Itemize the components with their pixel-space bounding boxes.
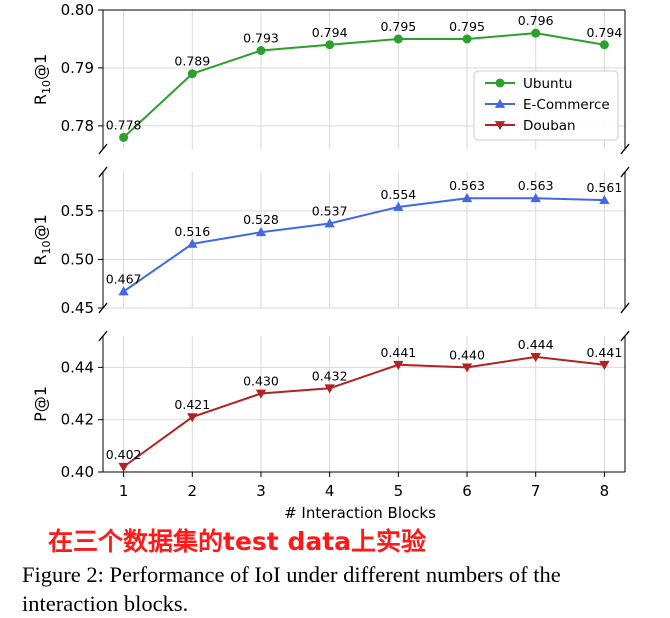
figure-caption: Figure 2: Performance of IoI under diffe… xyxy=(22,562,561,616)
x-tick-label: 7 xyxy=(531,482,541,500)
data-label: 0.795 xyxy=(380,19,416,34)
annotation-note: 在三个数据集的test data上实验 xyxy=(48,527,427,556)
data-point xyxy=(462,34,472,44)
series-line-ubuntu xyxy=(122,32,605,139)
legend-marker xyxy=(494,98,506,108)
data-point xyxy=(187,238,198,248)
chart: 0.78 0.79 0.80 R10@1 0.778 0.789 0.793 0.794 0.7… xyxy=(31,1,630,520)
axis-break-mark xyxy=(98,330,108,342)
data-point xyxy=(118,286,129,296)
y-axis-label: P@1 xyxy=(31,386,50,422)
data-point xyxy=(187,69,197,79)
data-point xyxy=(393,360,404,370)
data-point xyxy=(599,40,609,50)
legend-entry: Douban xyxy=(523,118,576,134)
y-tick-label: 0.40 xyxy=(61,463,94,481)
data-point xyxy=(599,194,610,205)
axis-break-mark xyxy=(98,166,108,178)
y-tick-label: 0.42 xyxy=(61,411,94,429)
data-label: 0.537 xyxy=(312,203,348,218)
legend: Ubuntu E-Commerce Douban xyxy=(473,70,619,141)
data-point xyxy=(325,40,335,50)
data-label: 0.444 xyxy=(518,337,554,352)
data-point xyxy=(255,227,267,237)
data-label: 0.794 xyxy=(312,25,348,40)
y-tick-label: 0.55 xyxy=(61,202,94,220)
axis-break-mark xyxy=(620,330,630,342)
x-tick-label: 5 xyxy=(394,482,404,500)
x-tick-label: 1 xyxy=(119,482,129,500)
y-tick-label: 0.78 xyxy=(61,117,94,135)
series-line-e-commerce xyxy=(123,197,605,293)
panel-2: 0.45 0.50 0.55 R10@1 0.467 0.516 0.528 0.537 0.5… xyxy=(31,166,630,317)
data-label: 0.430 xyxy=(243,374,279,389)
axis-break-mark xyxy=(620,143,630,155)
data-point xyxy=(118,462,129,472)
data-point xyxy=(324,218,335,228)
data-label: 0.528 xyxy=(243,212,279,227)
x-tick-label: 2 xyxy=(188,482,198,500)
y-tick-label: 0.45 xyxy=(61,299,94,317)
y-axis-label: R10@1 xyxy=(31,214,53,265)
axis-break-mark xyxy=(98,302,108,314)
x-tick-label: 4 xyxy=(325,482,335,500)
legend-marker xyxy=(494,121,506,131)
data-point xyxy=(530,353,541,363)
data-point xyxy=(599,360,610,370)
data-label: 0.789 xyxy=(174,54,210,69)
y-tick-label: 0.50 xyxy=(61,250,94,268)
data-point xyxy=(530,193,541,203)
legend-marker xyxy=(495,78,505,88)
series-line-douban xyxy=(123,355,605,468)
data-label: 0.796 xyxy=(518,13,554,28)
data-point xyxy=(461,363,473,373)
data-point xyxy=(393,34,403,44)
data-label: 0.440 xyxy=(449,347,485,362)
data-point xyxy=(256,46,266,56)
data-point xyxy=(531,28,541,38)
y-tick-label: 0.44 xyxy=(61,358,94,376)
data-point xyxy=(324,384,335,394)
data-point xyxy=(461,193,473,203)
data-point xyxy=(187,413,198,423)
legend-box xyxy=(473,70,619,141)
data-label: 0.467 xyxy=(106,271,142,286)
data-point xyxy=(255,389,267,399)
data-label: 0.778 xyxy=(106,117,142,132)
legend-entry: Ubuntu xyxy=(523,76,572,92)
axis-break-mark xyxy=(620,302,630,314)
data-label: 0.793 xyxy=(243,31,279,46)
data-label: 0.516 xyxy=(174,224,210,239)
legend-entry: E-Commerce xyxy=(523,97,610,113)
data-point xyxy=(393,201,404,211)
y-tick-label: 0.79 xyxy=(61,59,94,77)
panel-1: 0.78 0.79 0.80 R10@1 0.778 0.789 0.793 0.794 0.7… xyxy=(31,1,630,155)
data-point xyxy=(119,132,129,142)
data-label: 0.402 xyxy=(106,447,142,462)
data-label: 0.563 xyxy=(449,178,485,193)
data-label: 0.421 xyxy=(174,397,210,412)
data-label: 0.554 xyxy=(380,187,416,202)
x-axis-label: # Interaction Blocks xyxy=(284,504,436,520)
y-tick-label: 0.80 xyxy=(61,1,94,19)
x-tick-label: 3 xyxy=(256,482,266,500)
data-label: 0.432 xyxy=(312,368,348,383)
data-label: 0.441 xyxy=(586,345,622,360)
panel-3: 0.400.420.441 2 3 4 5 6 7 8# Interaction Blocks… xyxy=(31,330,630,520)
data-label: 0.794 xyxy=(586,25,622,40)
axis-break-mark xyxy=(98,143,108,155)
data-label: 0.563 xyxy=(518,178,554,193)
x-tick-label: 6 xyxy=(462,482,472,500)
y-axis-label: R10@1 xyxy=(31,54,53,105)
data-label: 0.441 xyxy=(380,345,416,360)
data-label: 0.561 xyxy=(586,180,622,195)
data-label: 0.795 xyxy=(449,19,485,34)
x-tick-label: 8 xyxy=(600,482,610,500)
axis-break-mark xyxy=(620,166,630,178)
